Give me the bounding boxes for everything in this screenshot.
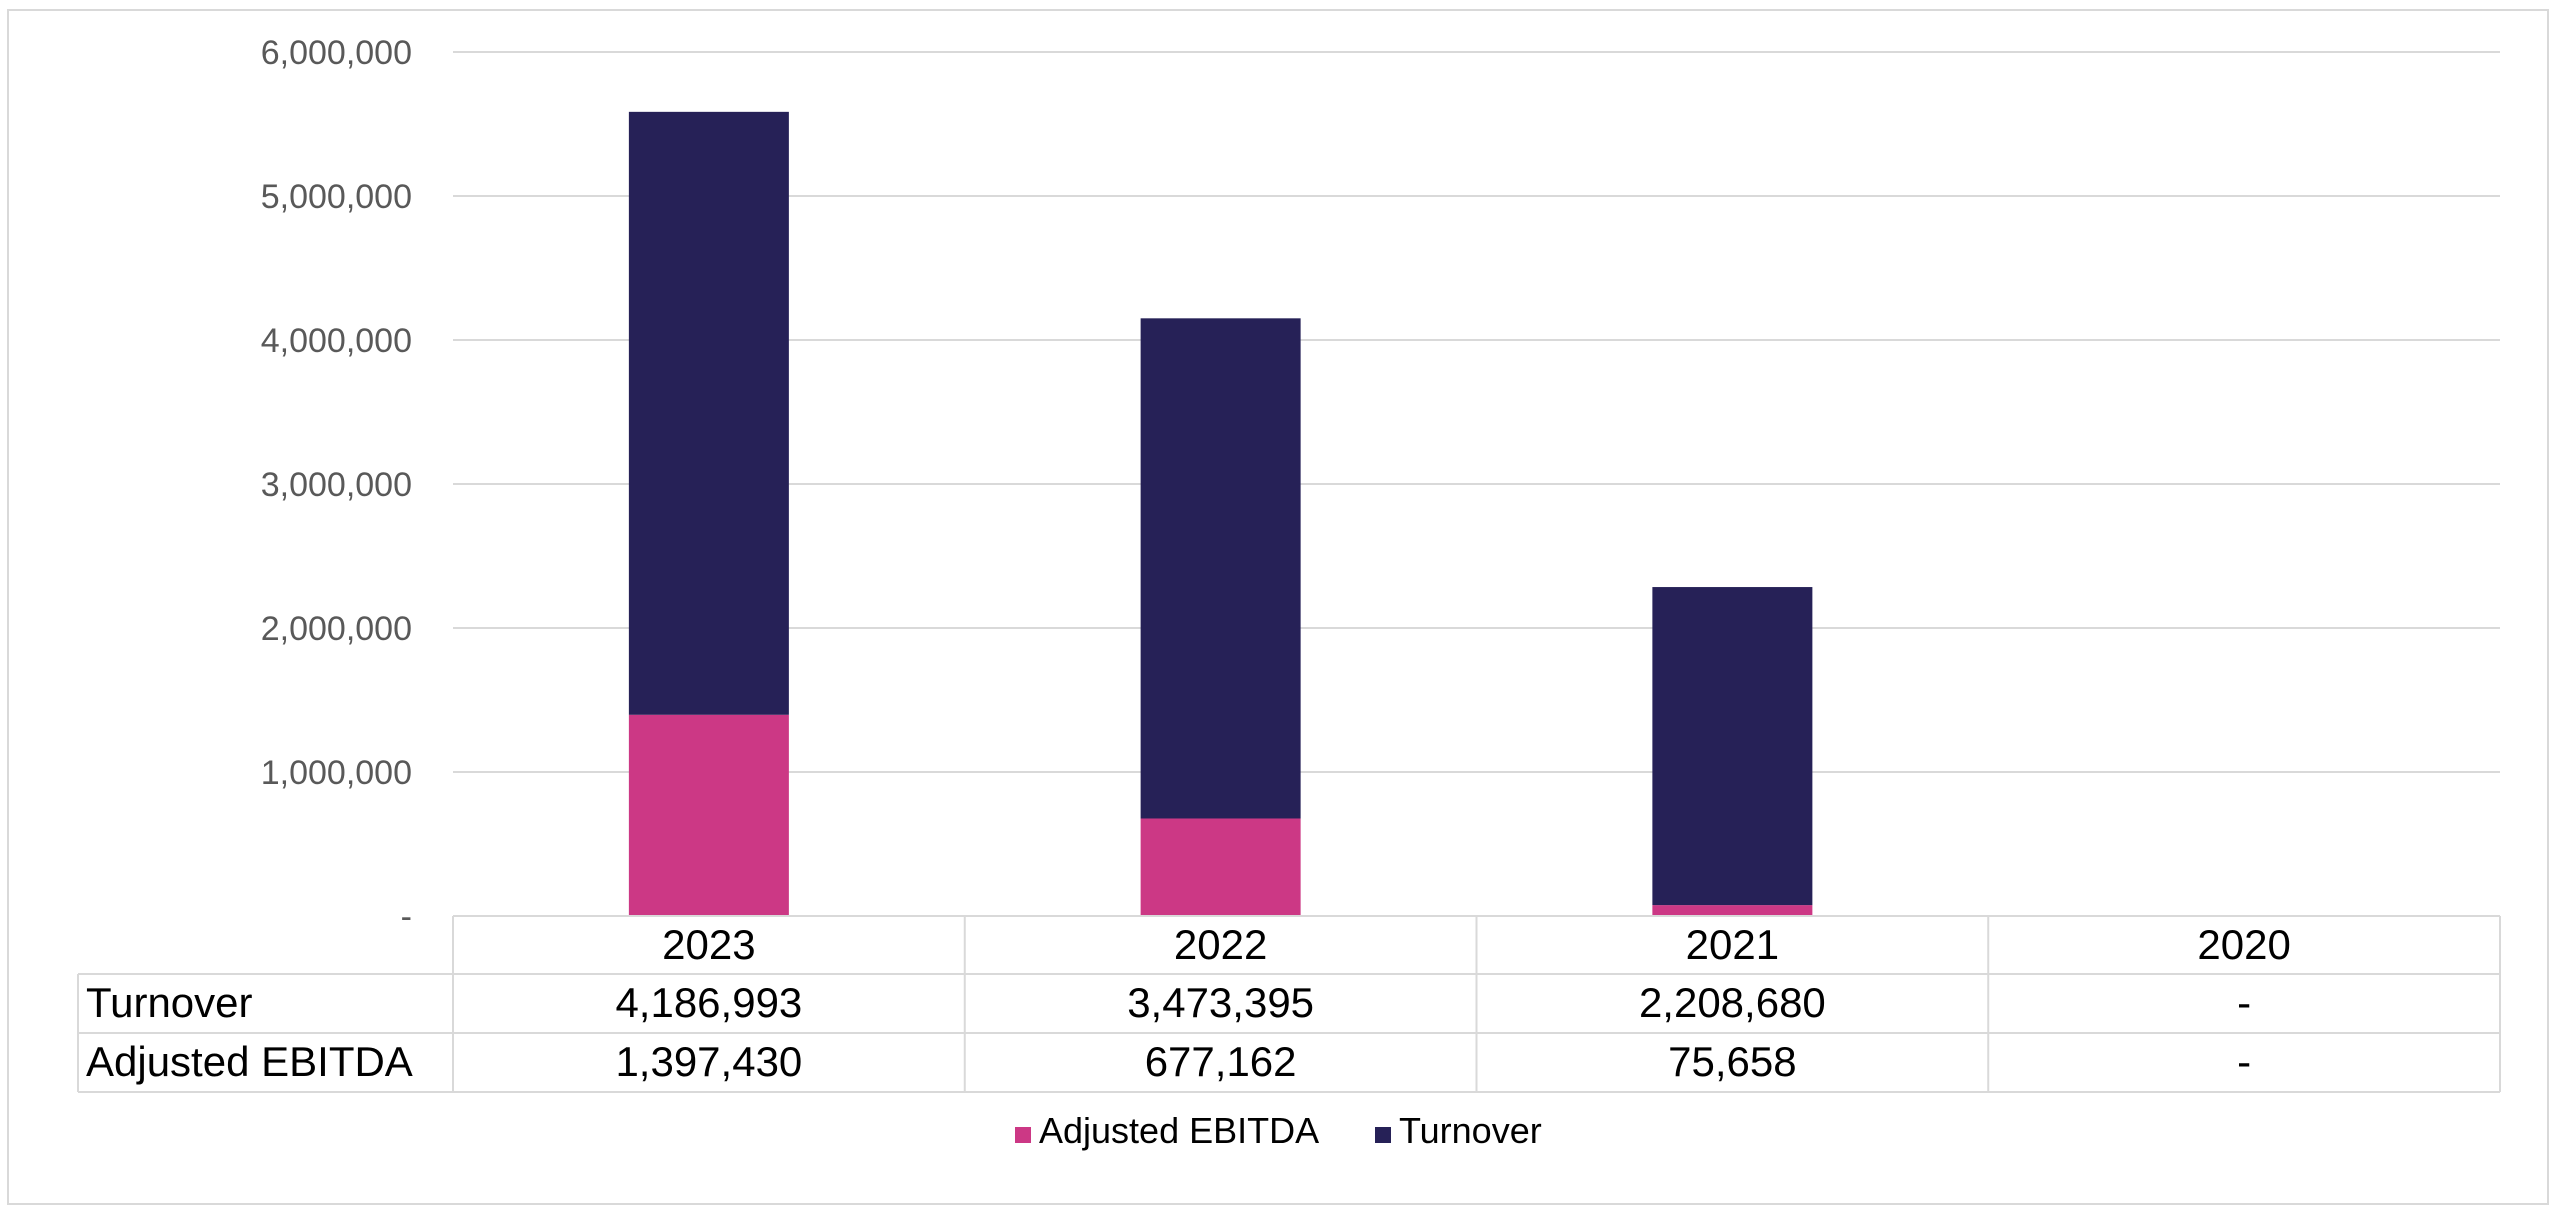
bar-adjusted-ebitda-2021 bbox=[1652, 905, 1813, 916]
data-table: 2023 2022 2021 2020 Turnover 4,186,993 3,473,3… bbox=[77, 915, 2501, 1093]
bar-turnover-2022 bbox=[1140, 318, 1301, 819]
bar-adjusted-ebitda-2022 bbox=[1140, 818, 1301, 916]
table-cell-value: 4,186,993 bbox=[615, 979, 802, 1026]
bar-turnover-2021 bbox=[1652, 587, 1813, 906]
legend-swatch bbox=[1015, 1127, 1031, 1143]
legend-label: Turnover bbox=[1399, 1110, 1542, 1151]
y-tick-label: 5,000,000 bbox=[261, 178, 412, 216]
table-cell-value: 3,473,395 bbox=[1127, 979, 1314, 1026]
y-tick-label: 1,000,000 bbox=[261, 754, 412, 792]
table-cell-value: - bbox=[2237, 1038, 2251, 1085]
y-tick-label: 2,000,000 bbox=[261, 610, 412, 648]
table-row-label: Turnover bbox=[86, 979, 253, 1026]
y-axis-tick-labels: - 1,000,000 2,000,000 3,000,000 4,000,000 5,0… bbox=[261, 34, 412, 936]
legend: Adjusted EBITDA Turnover bbox=[1015, 1110, 1542, 1151]
table-cell-value: 677,162 bbox=[1145, 1038, 1297, 1085]
table-cell-value: 1,397,430 bbox=[615, 1038, 802, 1085]
bar-turnover-2023 bbox=[628, 111, 789, 715]
category-label: 2020 bbox=[2197, 921, 2290, 968]
y-tick-label: 3,000,000 bbox=[261, 466, 412, 504]
table-cell-value: 2,208,680 bbox=[1639, 979, 1826, 1026]
y-tick-label: 4,000,000 bbox=[261, 322, 412, 360]
category-label: 2023 bbox=[662, 921, 755, 968]
table-cell-value: 75,658 bbox=[1668, 1038, 1796, 1085]
table-cell-value: - bbox=[2237, 979, 2251, 1026]
table-row-label: Adjusted EBITDA bbox=[86, 1038, 413, 1085]
category-label: 2021 bbox=[1686, 921, 1779, 968]
y-tick-label: - bbox=[401, 898, 412, 936]
gridlines bbox=[453, 51, 2500, 773]
y-tick-label: 6,000,000 bbox=[261, 34, 412, 72]
legend-label: Adjusted EBITDA bbox=[1039, 1110, 1319, 1151]
bars bbox=[628, 111, 1813, 916]
category-label: 2022 bbox=[1174, 921, 1267, 968]
bar-adjusted-ebitda-2023 bbox=[628, 714, 789, 916]
legend-swatch bbox=[1375, 1127, 1391, 1143]
